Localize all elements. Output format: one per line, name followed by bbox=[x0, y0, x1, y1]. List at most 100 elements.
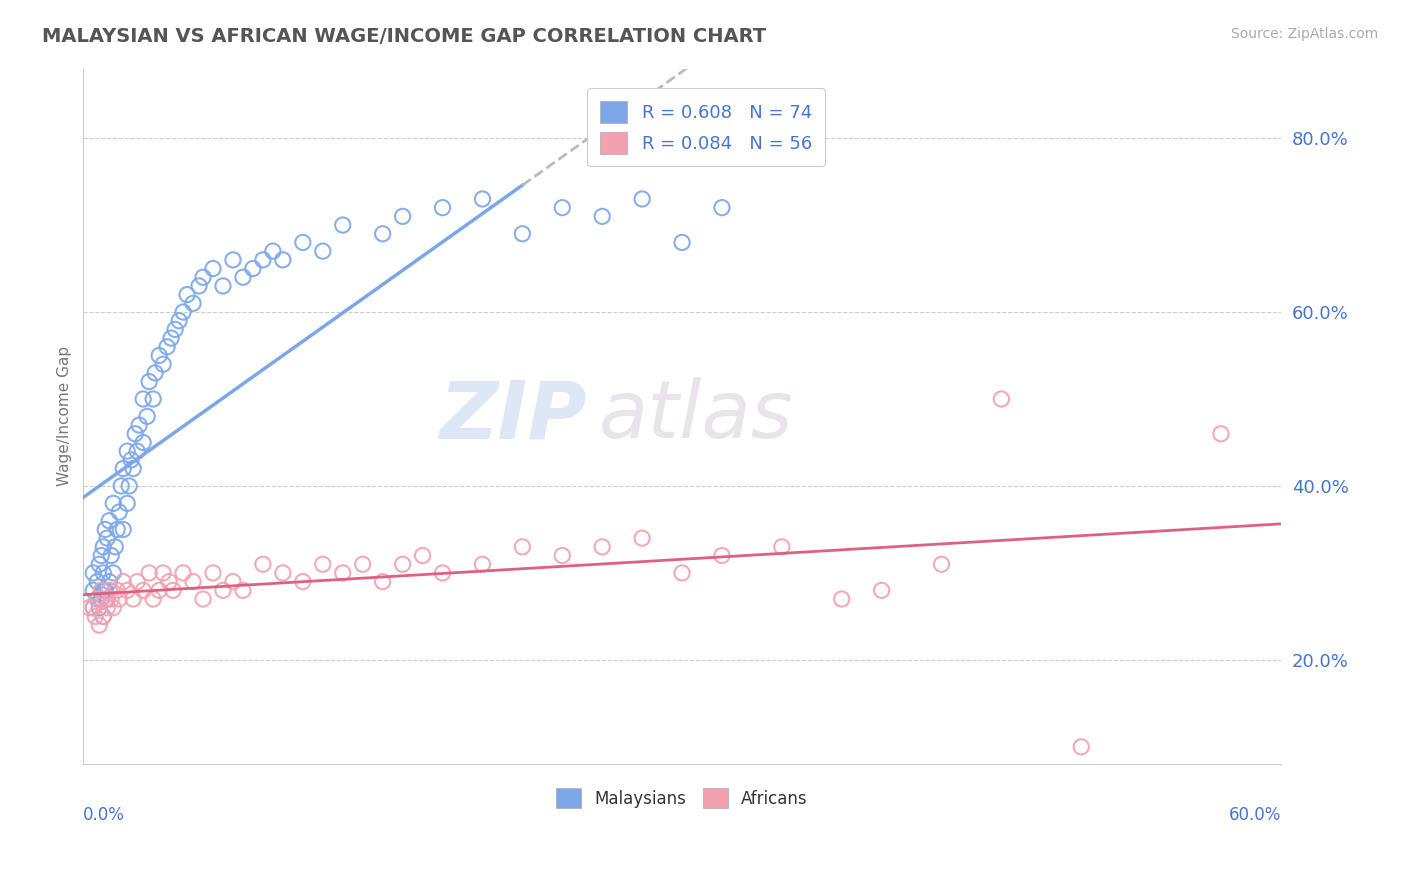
Point bbox=[84, 609, 107, 624]
Point bbox=[271, 252, 294, 267]
Point bbox=[512, 227, 534, 241]
Point bbox=[105, 523, 128, 537]
Point bbox=[432, 566, 454, 580]
Point bbox=[222, 574, 245, 589]
Point bbox=[148, 583, 170, 598]
Point bbox=[98, 583, 121, 598]
Point bbox=[118, 479, 141, 493]
Point bbox=[138, 566, 160, 580]
Point bbox=[91, 609, 114, 624]
Point bbox=[770, 540, 793, 554]
Point bbox=[551, 201, 574, 215]
Point bbox=[332, 566, 354, 580]
Point bbox=[127, 444, 149, 458]
Point bbox=[232, 583, 254, 598]
Point bbox=[181, 296, 204, 310]
Point bbox=[271, 566, 294, 580]
Point bbox=[160, 331, 183, 345]
Point bbox=[990, 392, 1012, 406]
Point bbox=[82, 600, 104, 615]
Point bbox=[122, 461, 145, 475]
Point bbox=[312, 558, 335, 572]
Point bbox=[352, 558, 374, 572]
Point bbox=[412, 549, 434, 563]
Point bbox=[391, 210, 413, 224]
Point bbox=[371, 574, 394, 589]
Point bbox=[143, 366, 166, 380]
Point bbox=[132, 435, 155, 450]
Point bbox=[108, 592, 131, 607]
Point bbox=[142, 592, 165, 607]
Point bbox=[591, 540, 613, 554]
Point bbox=[242, 261, 264, 276]
Legend: Malaysians, Africans: Malaysians, Africans bbox=[550, 781, 814, 815]
Point bbox=[115, 444, 138, 458]
Point bbox=[132, 392, 155, 406]
Point bbox=[156, 340, 179, 354]
Point bbox=[167, 314, 190, 328]
Point bbox=[671, 235, 693, 250]
Point bbox=[94, 592, 117, 607]
Point bbox=[112, 461, 135, 475]
Point bbox=[631, 192, 654, 206]
Point bbox=[110, 479, 132, 493]
Point bbox=[96, 600, 118, 615]
Point bbox=[108, 505, 131, 519]
Point bbox=[332, 218, 354, 232]
Point bbox=[1070, 739, 1092, 754]
Point bbox=[148, 349, 170, 363]
Point bbox=[91, 583, 114, 598]
Point bbox=[512, 540, 534, 554]
Point bbox=[98, 514, 121, 528]
Point bbox=[103, 496, 125, 510]
Text: 60.0%: 60.0% bbox=[1229, 806, 1281, 824]
Point bbox=[91, 566, 114, 580]
Point bbox=[471, 558, 494, 572]
Point bbox=[90, 583, 112, 598]
Point bbox=[96, 592, 118, 607]
Text: atlas: atlas bbox=[598, 377, 793, 456]
Point bbox=[122, 592, 145, 607]
Point bbox=[222, 252, 245, 267]
Text: ZIP: ZIP bbox=[439, 377, 586, 456]
Text: MALAYSIAN VS AFRICAN WAGE/INCOME GAP CORRELATION CHART: MALAYSIAN VS AFRICAN WAGE/INCOME GAP COR… bbox=[42, 27, 766, 45]
Point bbox=[831, 592, 853, 607]
Point bbox=[191, 270, 214, 285]
Point bbox=[77, 600, 100, 615]
Point bbox=[127, 574, 149, 589]
Point bbox=[89, 618, 111, 632]
Point bbox=[931, 558, 953, 572]
Point bbox=[103, 566, 125, 580]
Point bbox=[86, 574, 108, 589]
Point bbox=[96, 531, 118, 545]
Point bbox=[262, 244, 284, 259]
Point bbox=[124, 426, 146, 441]
Point bbox=[312, 244, 335, 259]
Point bbox=[136, 409, 159, 424]
Point bbox=[132, 583, 155, 598]
Point bbox=[90, 549, 112, 563]
Point bbox=[181, 574, 204, 589]
Point bbox=[98, 574, 121, 589]
Point bbox=[120, 453, 142, 467]
Point bbox=[112, 523, 135, 537]
Point bbox=[91, 540, 114, 554]
Point bbox=[100, 592, 122, 607]
Point bbox=[232, 270, 254, 285]
Point bbox=[138, 375, 160, 389]
Point bbox=[115, 496, 138, 510]
Point bbox=[631, 531, 654, 545]
Point bbox=[291, 235, 314, 250]
Point bbox=[82, 566, 104, 580]
Text: 0.0%: 0.0% bbox=[83, 806, 125, 824]
Point bbox=[157, 574, 180, 589]
Point bbox=[551, 549, 574, 563]
Point bbox=[391, 558, 413, 572]
Point bbox=[94, 523, 117, 537]
Point bbox=[291, 574, 314, 589]
Point bbox=[202, 566, 225, 580]
Point bbox=[89, 600, 111, 615]
Point bbox=[471, 192, 494, 206]
Point bbox=[252, 252, 274, 267]
Point bbox=[90, 592, 112, 607]
